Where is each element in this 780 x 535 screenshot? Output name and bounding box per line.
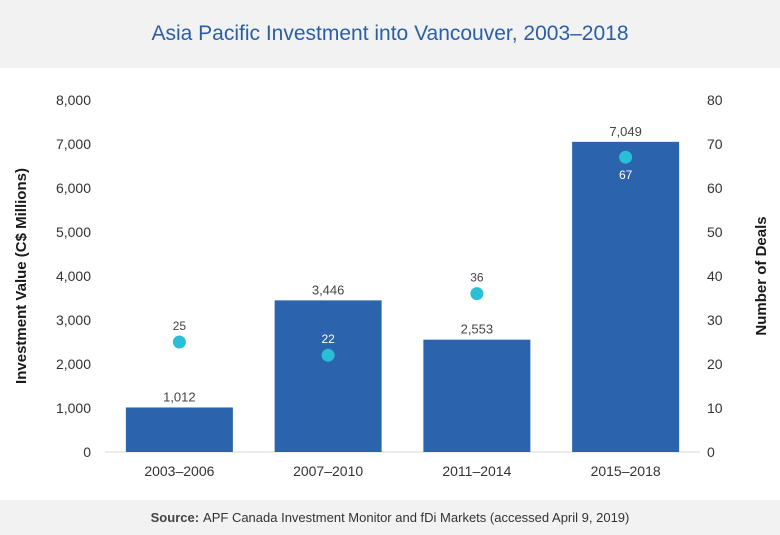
y-tick-label-left: 1,000 (56, 400, 91, 416)
y-tick-label-left: 8,000 (56, 92, 91, 108)
y-axis-title-right: Number of Deals (753, 216, 770, 335)
bar (274, 300, 382, 452)
y-tick-label-left: 5,000 (56, 224, 91, 240)
deal-count-label: 25 (173, 319, 187, 333)
bar-value-label: 1,012 (163, 389, 196, 404)
deal-count-point (619, 150, 633, 164)
x-tick-label: 2003–2006 (144, 463, 214, 479)
x-tick-label: 2015–2018 (591, 463, 661, 479)
y-tick-label-left: 0 (83, 444, 91, 460)
y-tick-label-left: 4,000 (56, 268, 91, 284)
title-band: Asia Pacific Investment into Vancouver, … (0, 0, 780, 68)
y-tick-label-right: 30 (707, 312, 723, 328)
y-tick-label-right: 0 (707, 444, 715, 460)
source-text: APF Canada Investment Monitor and fDi Ma… (203, 510, 630, 525)
deal-count-label: 22 (321, 332, 335, 346)
bar (423, 339, 531, 452)
y-tick-label-right: 60 (707, 180, 723, 196)
y-axis-title-left: Investment Value (C$ Millions) (13, 168, 30, 384)
deal-count-point (321, 348, 335, 362)
bar-value-label: 3,446 (312, 282, 345, 297)
y-tick-label-left: 6,000 (56, 180, 91, 196)
deal-count-point (172, 335, 186, 349)
y-tick-label-left: 3,000 (56, 312, 91, 328)
y-tick-label-left: 2,000 (56, 356, 91, 372)
deal-count-point (470, 287, 484, 301)
y-tick-label-right: 50 (707, 224, 723, 240)
source-label: Source: (150, 510, 200, 525)
x-tick-label: 2007–2010 (293, 463, 363, 479)
y-tick-label-right: 20 (707, 356, 723, 372)
combo-chart: 0 1,000 2,000 3,000 4,000 5,000 6,000 7,000 8,00… (13, 92, 770, 479)
chart-title: Asia Pacific Investment into Vancouver, … (151, 22, 629, 45)
plot-area: 0 1,000 2,000 3,000 4,000 5,000 6,000 7,000 8,00… (13, 92, 770, 479)
x-tick-label: 2011–2014 (442, 463, 511, 479)
bar (572, 141, 680, 452)
deal-count-label: 36 (470, 271, 484, 285)
y-tick-label-left: 7,000 (56, 136, 91, 152)
source-note: Source: APF Canada Investment Monitor an… (0, 500, 780, 535)
y-tick-label-right: 10 (707, 400, 723, 416)
bar-value-label: 7,049 (609, 124, 642, 139)
y-tick-label-right: 40 (707, 268, 723, 284)
bar-value-label: 2,553 (461, 322, 494, 337)
deal-count-label: 67 (619, 168, 633, 182)
y-tick-label-right: 80 (707, 92, 723, 108)
y-tick-label-right: 70 (707, 136, 723, 152)
bar (125, 407, 233, 452)
